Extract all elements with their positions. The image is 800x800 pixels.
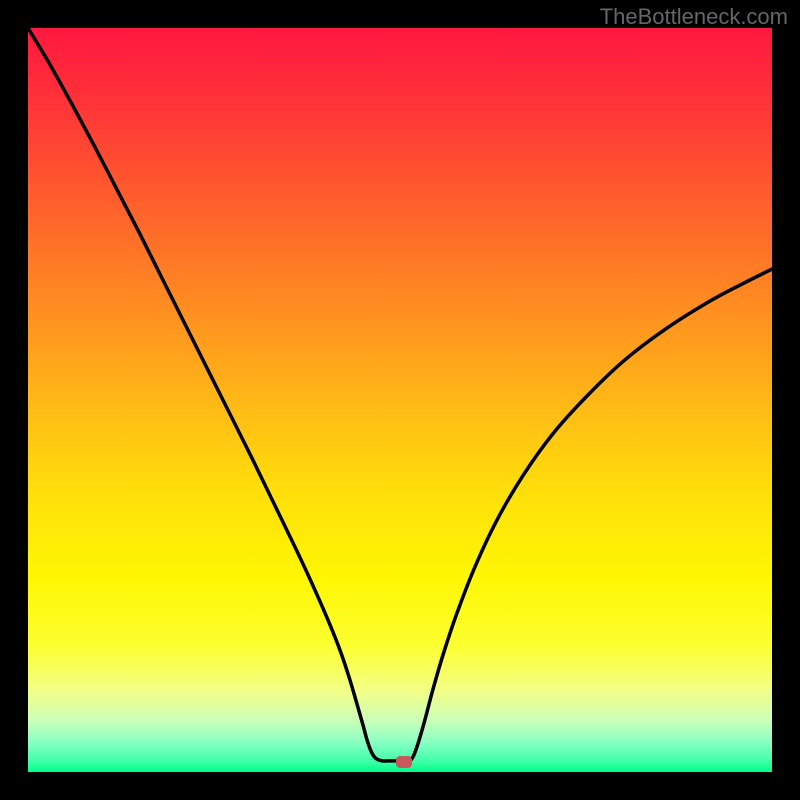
minimum-marker (396, 756, 412, 768)
chart-container: TheBottleneck.com (0, 0, 800, 800)
curve-layer (28, 28, 772, 772)
watermark-text: TheBottleneck.com (600, 4, 788, 30)
bottleneck-curve (28, 28, 772, 761)
plot-area (28, 28, 772, 772)
